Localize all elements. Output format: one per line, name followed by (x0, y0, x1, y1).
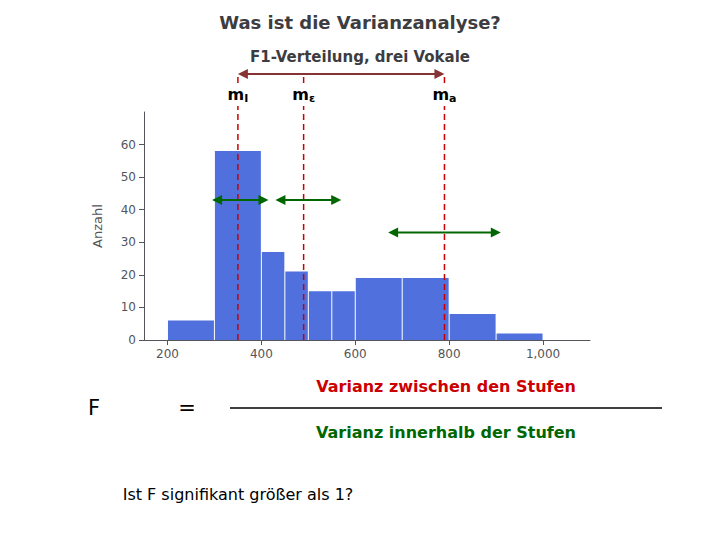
svg-text:Varianz innerhalb der Stufen: Varianz innerhalb der Stufen (316, 423, 576, 442)
svg-text:F1-Verteilung, drei Vokale: F1-Verteilung, drei Vokale (250, 48, 470, 66)
svg-text:10: 10 (121, 300, 136, 314)
svg-text:600: 600 (344, 347, 367, 361)
svg-text:50: 50 (121, 170, 136, 184)
svg-text:m: m (432, 85, 449, 104)
svg-text:400: 400 (250, 347, 273, 361)
svg-text:40: 40 (121, 203, 136, 217)
svg-text:Anzahl: Anzahl (90, 204, 105, 248)
svg-text:20: 20 (121, 268, 136, 282)
svg-text:0: 0 (128, 333, 136, 347)
svg-text:1,000: 1,000 (526, 347, 560, 361)
svg-text:800: 800 (438, 347, 461, 361)
svg-text:200: 200 (156, 347, 179, 361)
svg-text:30: 30 (121, 235, 136, 249)
svg-text:F: F (88, 396, 100, 420)
svg-text:a: a (449, 92, 456, 105)
svg-text:Ist F signifikant größer als 1: Ist F signifikant größer als 1? (123, 485, 354, 504)
svg-text:=: = (178, 396, 196, 420)
svg-text:I: I (244, 92, 248, 105)
svg-text:ε: ε (309, 92, 315, 105)
svg-text:m: m (292, 85, 309, 104)
svg-text:Was ist die Varianzanalyse?: Was ist die Varianzanalyse? (219, 12, 501, 33)
svg-text:Varianz zwischen den Stufen: Varianz zwischen den Stufen (316, 377, 576, 396)
svg-text:m: m (228, 85, 245, 104)
svg-text:60: 60 (121, 138, 136, 152)
